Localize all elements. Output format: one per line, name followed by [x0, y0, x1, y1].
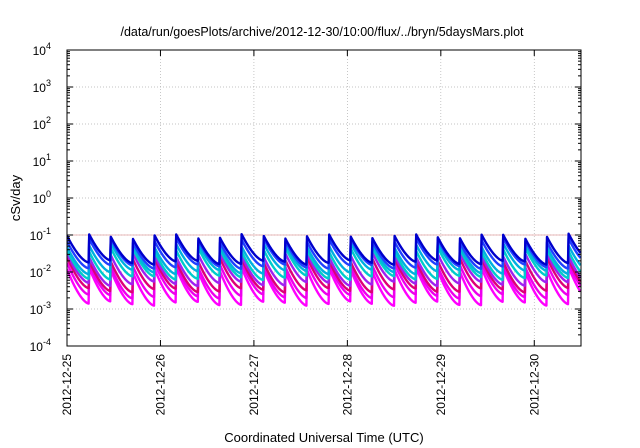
series-line	[67, 236, 581, 270]
series-line	[67, 245, 581, 282]
y-tick-label: 10-2	[30, 263, 51, 280]
chart-title: /data/run/goesPlots/archive/2012-12-30/1…	[120, 25, 524, 39]
series-line	[67, 251, 581, 288]
y-axis-title: cSv/day	[8, 174, 23, 221]
y-tick-label: 10-3	[30, 300, 51, 317]
y-axis: 10-4 10-3 10-2 10-1 100 101 102 103 104	[30, 41, 581, 354]
y-tick-label: 101	[33, 152, 51, 169]
x-tick-label: 2012-12-29	[434, 354, 448, 416]
y-tick-label: 103	[33, 78, 51, 95]
y-tick-label: 104	[33, 41, 51, 58]
x-axis: 2012-12-25 2012-12-26 2012-12-27 2012-12-28…	[60, 50, 541, 415]
series-group	[67, 232, 581, 307]
x-tick-label: 2012-12-28	[340, 354, 354, 416]
series-line	[67, 261, 581, 300]
x-tick-label: 2012-12-25	[60, 354, 74, 416]
y-tick-label: 100	[33, 189, 51, 206]
y-tick-label: 10-1	[30, 226, 51, 243]
x-tick-label: 2012-12-26	[153, 354, 167, 416]
x-tick-label: 2012-12-27	[247, 354, 261, 416]
grid	[67, 50, 581, 346]
x-tick-label: 2012-12-30	[527, 354, 541, 416]
series-line	[67, 256, 581, 294]
series-line	[67, 241, 581, 276]
x-axis-title: Coordinated Universal Time (UTC)	[224, 430, 423, 445]
y-tick-label: 10-4	[30, 337, 51, 354]
y-tick-label: 102	[33, 115, 51, 132]
series-line	[67, 265, 581, 307]
series-line	[67, 232, 581, 266]
